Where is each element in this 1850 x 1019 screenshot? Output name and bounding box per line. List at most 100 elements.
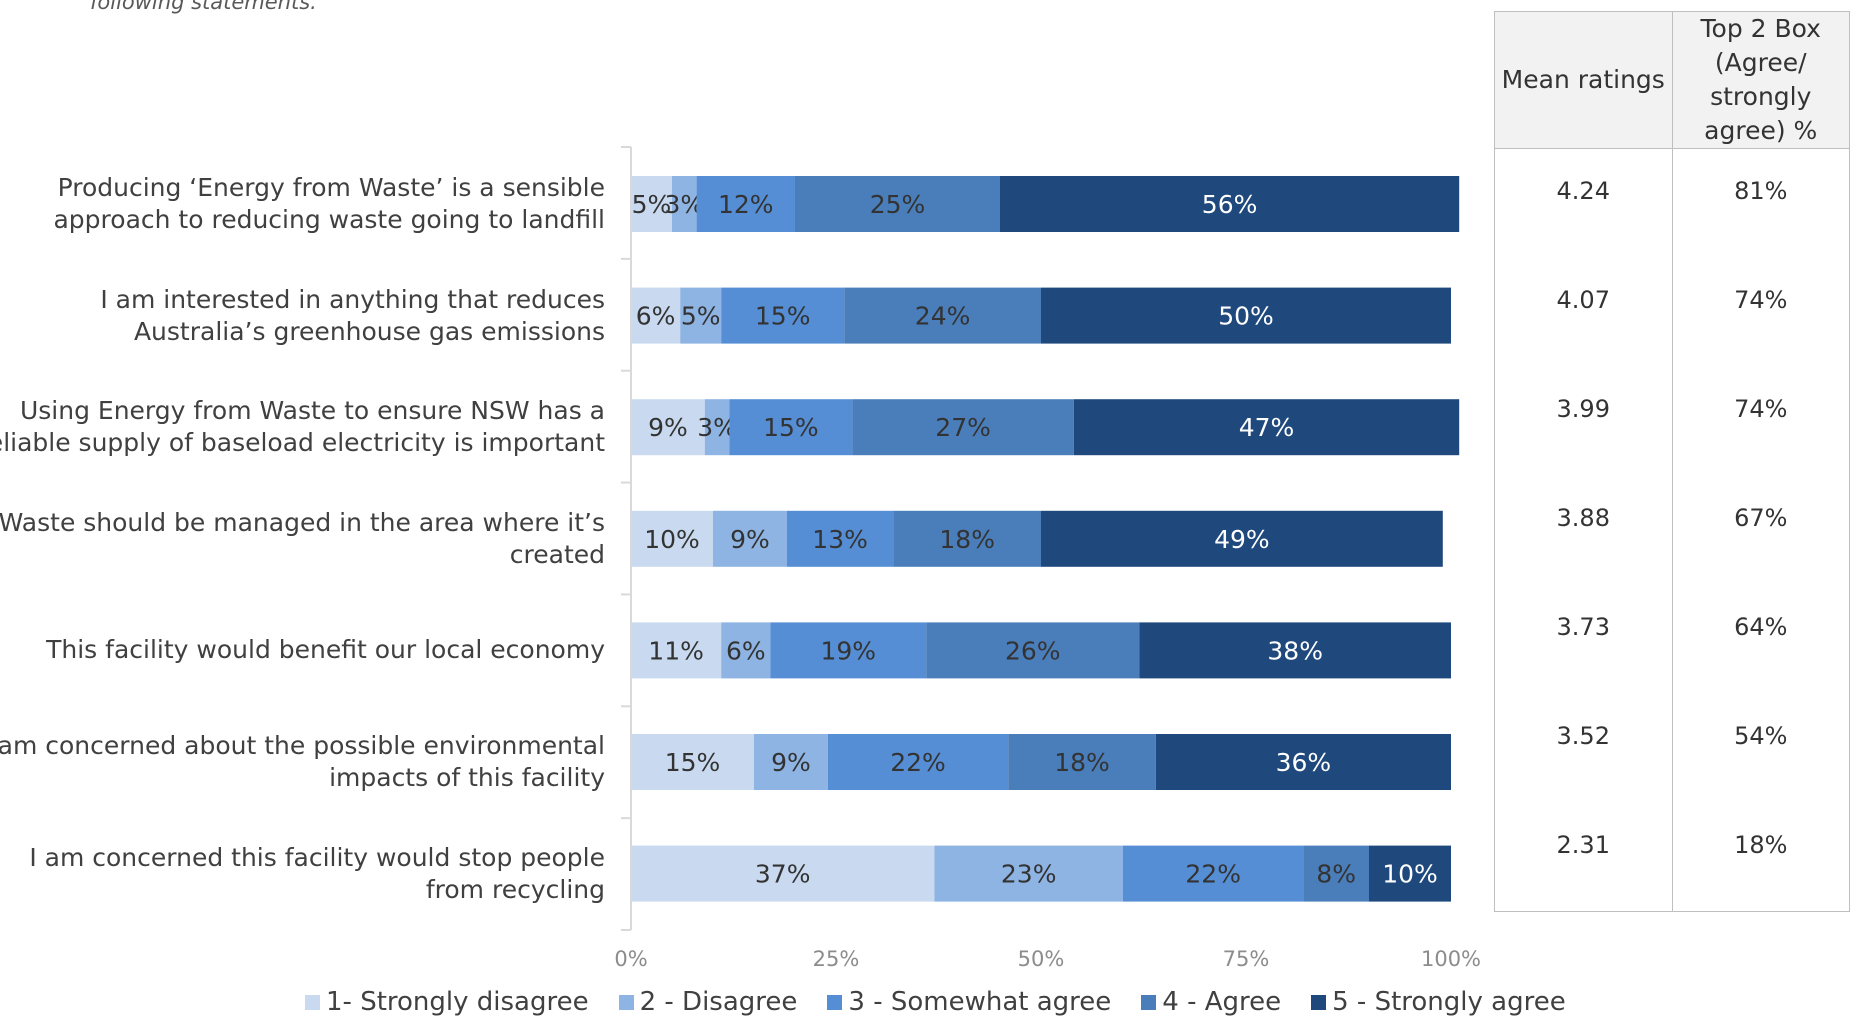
axis-group <box>621 146 632 931</box>
bar-segment <box>827 734 1009 790</box>
bar-segment <box>893 510 1041 567</box>
bar-segment <box>786 510 894 567</box>
bar-value-label: 23% <box>1001 860 1057 889</box>
bar-value-label: 13% <box>812 525 868 554</box>
bar-segment <box>1303 845 1369 902</box>
bar-segment <box>1000 176 1460 232</box>
bar-value-label: 50% <box>1218 302 1274 331</box>
legend-label: 2 - Disagree <box>639 987 798 1017</box>
mean-rating-cell: 3.99 <box>1494 366 1673 476</box>
mean-ratings-header: Mean ratings <box>1494 11 1673 149</box>
bar-value-label: 6% <box>636 302 676 331</box>
top2-box-cell: 54% <box>1671 693 1850 803</box>
top2-box-cell: 67% <box>1671 475 1850 585</box>
bar-value-label: 15% <box>763 413 819 442</box>
summary-table: Mean ratings Top 2 Box (Agree/ strongly … <box>1494 11 1850 912</box>
bar-value-label: 36% <box>1276 748 1332 777</box>
category-label: Waste should be managed in the area wher… <box>0 507 605 569</box>
legend-item: 1- Strongly disagree <box>305 987 589 1017</box>
bar-value-label: 5% <box>681 302 721 331</box>
bar-segment <box>1123 845 1304 902</box>
table-row: 2.31 18% <box>1494 802 1850 912</box>
bar-value-label: 22% <box>890 748 946 777</box>
bar-segment <box>631 845 935 902</box>
table-row: 3.88 67% <box>1494 475 1850 585</box>
bar-value-label: 38% <box>1267 636 1323 665</box>
x-tick-labels: 0% 25% 50% 75% 100% <box>614 947 1481 971</box>
bar-segment <box>844 287 1041 344</box>
question-note: following statements. <box>90 0 317 14</box>
bar-value-label: 37% <box>755 860 811 889</box>
bar-segment <box>770 622 927 679</box>
legend-item: 4 - Agree <box>1141 987 1281 1017</box>
legend-swatch <box>1141 994 1157 1010</box>
top2-box-header: Top 2 Box (Agree/ strongly agree) % <box>1671 11 1850 149</box>
bar-segment <box>934 845 1123 902</box>
table-row: 4.07 74% <box>1494 257 1850 367</box>
bar-segment <box>721 622 771 679</box>
category-label: I am interested in anything that reduces… <box>100 284 605 346</box>
bar-value-label: 6% <box>726 636 766 665</box>
top2-box-cell: 74% <box>1671 257 1850 367</box>
bar-segment <box>631 176 672 232</box>
bar-value-label: 10% <box>1382 860 1438 889</box>
bar-value-label: 22% <box>1185 860 1241 889</box>
legend-label: 1- Strongly disagree <box>326 987 589 1017</box>
bar-segment <box>852 399 1074 456</box>
x-tick-label: 75% <box>1223 947 1270 971</box>
bar-segment <box>1041 287 1451 344</box>
bar-segment <box>1139 622 1451 679</box>
top2-box-cell: 74% <box>1671 366 1850 476</box>
bar-segment <box>631 622 722 679</box>
bar-segment <box>696 176 795 232</box>
bar-value-label: 18% <box>939 525 995 554</box>
legend-label: 3 - Somewhat agree <box>848 987 1112 1017</box>
bars-group: 5%3% 12% 25% 56%6% 5% 15% 24% 50%9% 3% 15% 27% 47%1… <box>631 176 1460 902</box>
category-label: I am concerned about the possible enviro… <box>0 731 605 792</box>
x-tick-label: 50% <box>1018 947 1065 971</box>
table-row: 3.99 74% <box>1494 366 1850 476</box>
bar-value-label: 10% <box>644 525 700 554</box>
bar-segment <box>926 622 1140 679</box>
bar-segment <box>1008 734 1156 790</box>
bar-segment <box>721 287 845 344</box>
category-label: This facility would benefit our local ec… <box>46 635 605 665</box>
legend-item: 3 - Somewhat agree <box>827 987 1111 1017</box>
mean-rating-cell: 4.07 <box>1494 257 1673 367</box>
bar-segment <box>631 510 713 567</box>
bar-segment <box>631 734 754 790</box>
bar-value-label: 24% <box>915 302 971 331</box>
legend-label: 5 - Strongly agree <box>1332 987 1566 1017</box>
table-row: 3.52 54% <box>1494 693 1850 803</box>
legend-item: 5 - Strongly agree <box>1311 987 1566 1017</box>
x-tick-label: 0% <box>614 947 647 971</box>
bar-value-label: 47% <box>1239 413 1295 442</box>
bar-value-label: 19% <box>821 636 877 665</box>
category-label: Producing ‘Energy from Waste’ is a sensi… <box>53 173 605 234</box>
legend-swatch <box>305 994 320 1010</box>
bar-value-label: 9% <box>648 413 688 442</box>
x-tick-label: 25% <box>813 947 860 971</box>
x-tick-label: 100% <box>1421 947 1481 971</box>
bar-value-label: 9% <box>771 748 811 777</box>
category-label: I am concerned this facility would stop … <box>29 842 605 904</box>
bar-value-label: 18% <box>1054 748 1110 777</box>
bar-value-label: 56% <box>1202 190 1258 219</box>
legend-item: 2 - Disagree <box>618 987 798 1017</box>
bar-value-label: 26% <box>1005 636 1061 665</box>
top2-box-cell: 81% <box>1671 148 1850 258</box>
bar-segment <box>704 399 730 456</box>
bar-segment <box>631 287 681 344</box>
bar-value-label: 27% <box>935 413 991 442</box>
bar-segment <box>1369 845 1451 902</box>
bar-value-label: 5% <box>632 190 672 219</box>
legend-label: 4 - Agree <box>1162 987 1282 1017</box>
bar-value-label: 11% <box>648 636 704 665</box>
mean-rating-cell: 3.88 <box>1494 475 1673 585</box>
bar-segment <box>729 399 853 456</box>
top2-box-cell: 64% <box>1671 584 1850 694</box>
table-row: 4.24 81% <box>1494 148 1850 258</box>
bar-segment <box>713 510 787 567</box>
bar-segment <box>754 734 828 790</box>
